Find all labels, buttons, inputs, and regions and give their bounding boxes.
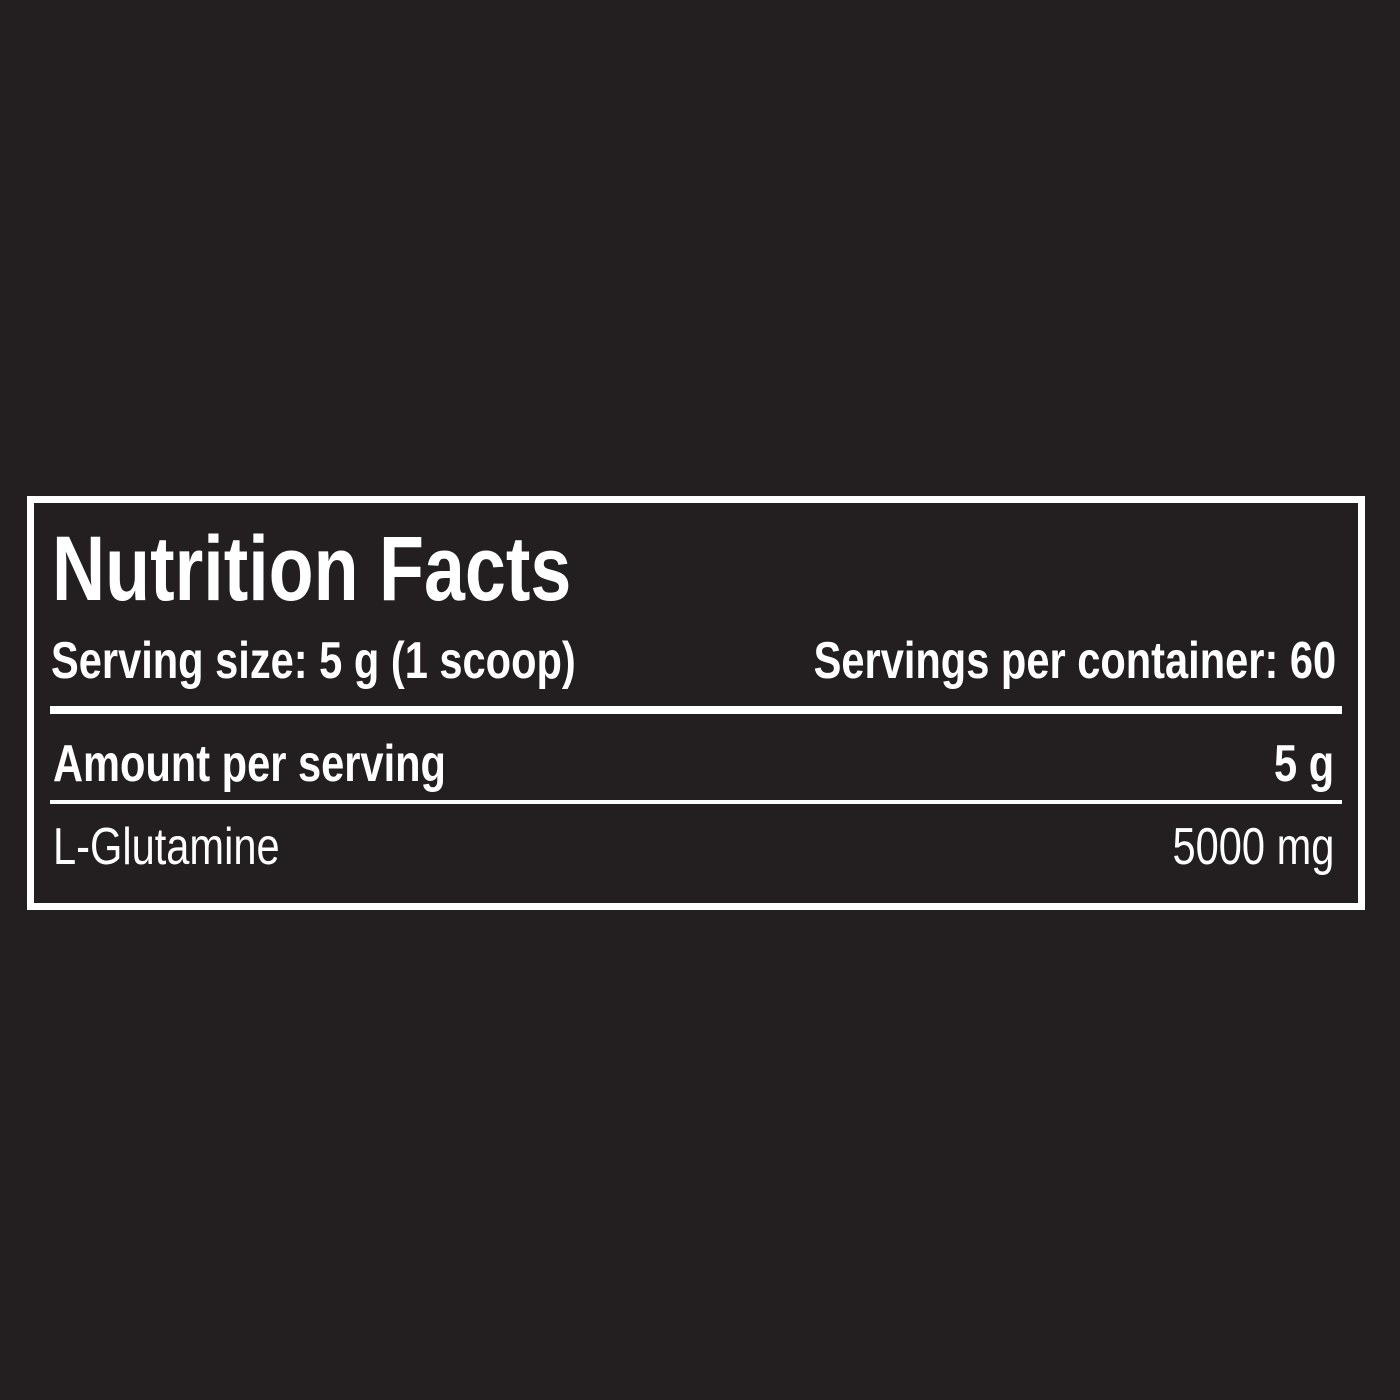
ingredient-name: L-Glutamine bbox=[53, 818, 280, 876]
amount-per-serving-value: 5 g bbox=[1273, 735, 1334, 793]
thin-divider bbox=[50, 800, 1342, 804]
ingredient-amount: 5000 mg bbox=[1172, 818, 1334, 876]
nutrition-facts-panel bbox=[27, 496, 1365, 910]
nutrition-facts-title: Nutrition Facts bbox=[52, 518, 572, 620]
amount-per-serving-label: Amount per serving bbox=[53, 735, 446, 793]
servings-per-container: Servings per container: 60 bbox=[813, 632, 1337, 690]
thick-divider bbox=[50, 706, 1342, 714]
serving-size: Serving size: 5 g (1 scoop) bbox=[51, 632, 576, 690]
